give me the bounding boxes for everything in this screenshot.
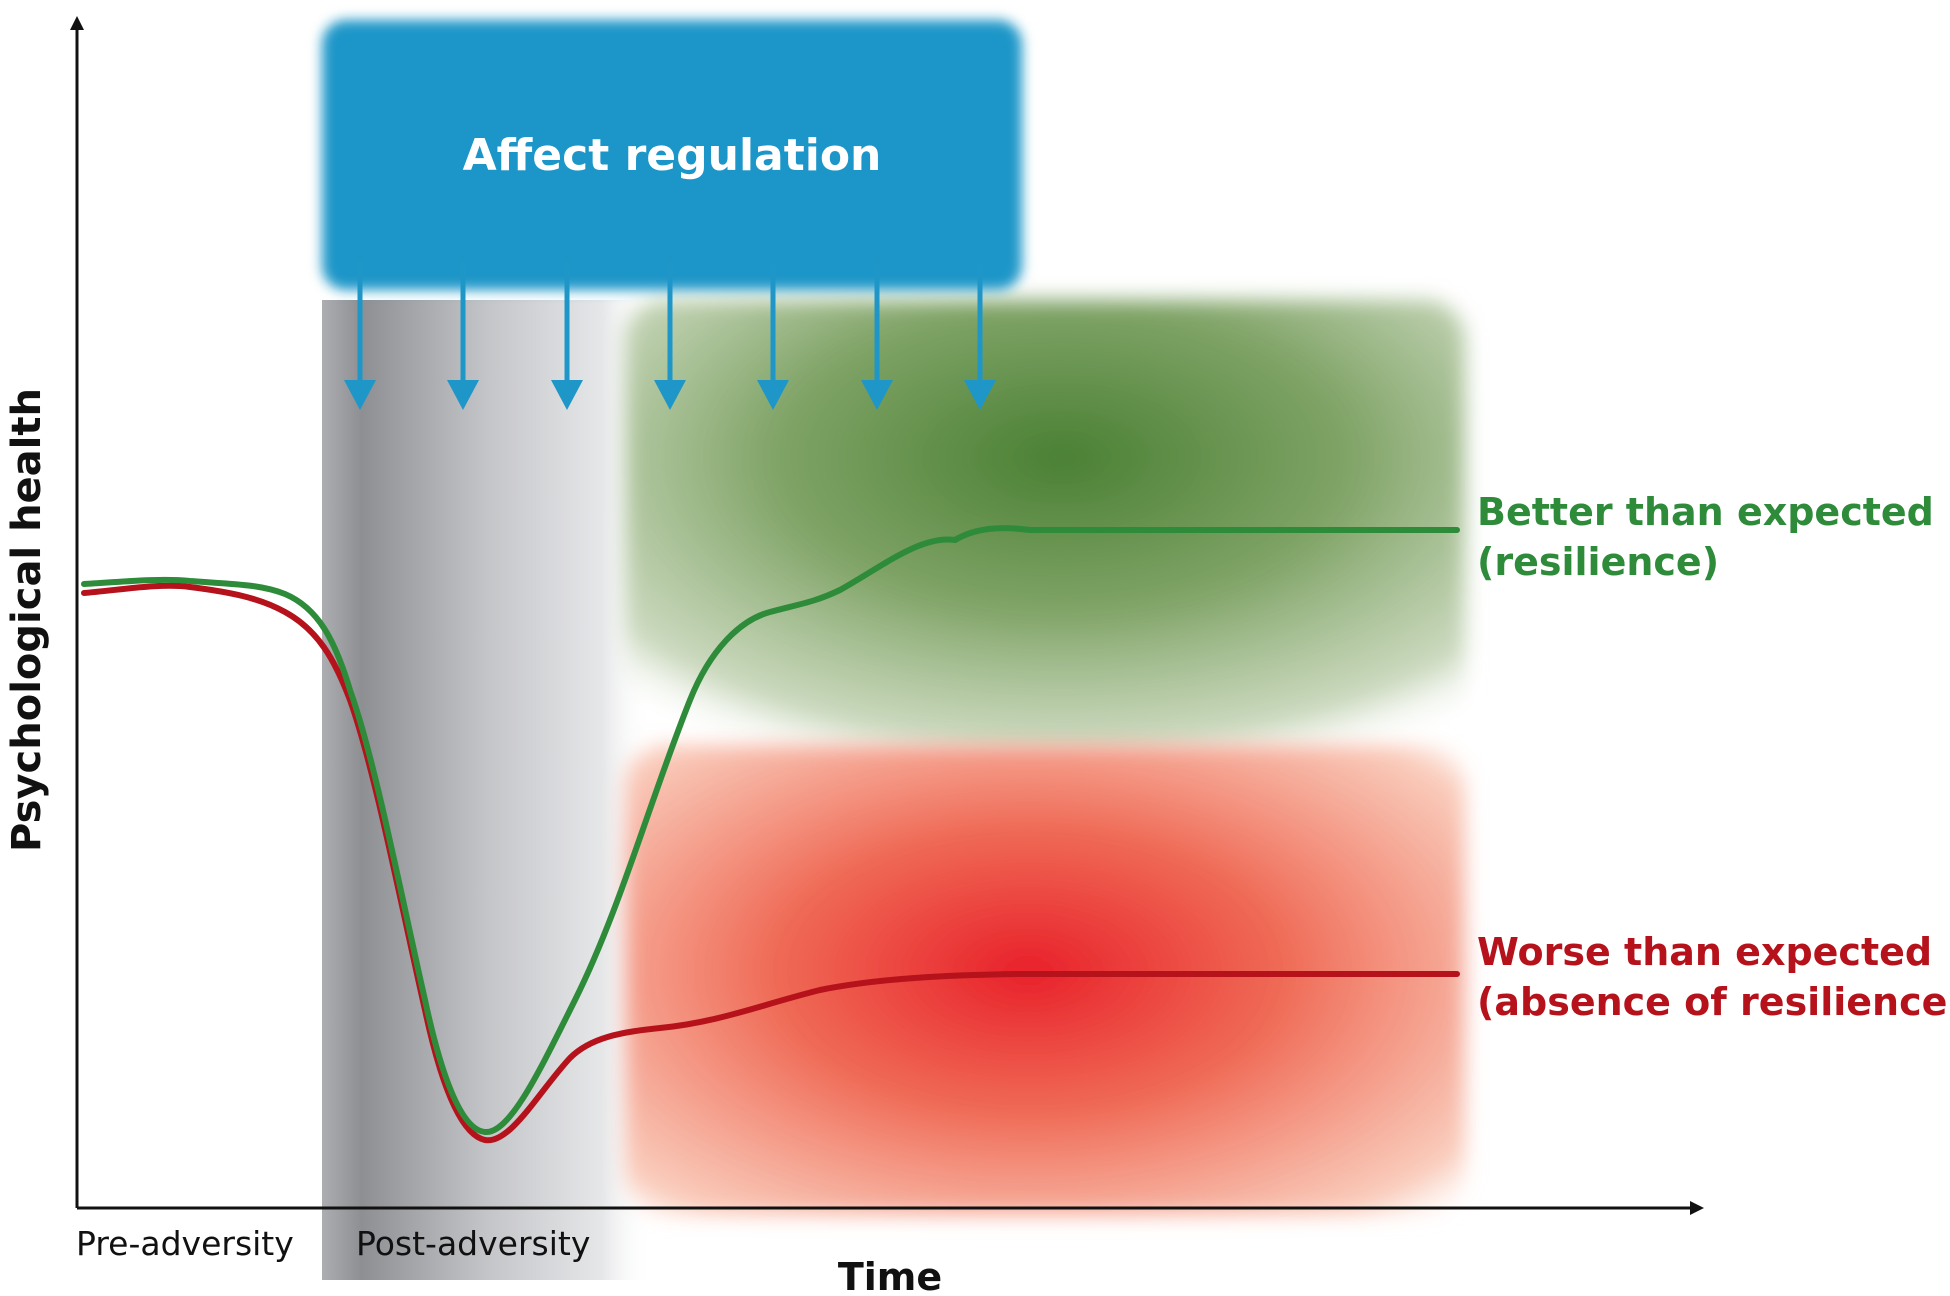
regulation-arrow <box>654 262 686 410</box>
better-outcome-line1: Better than expected <box>1477 490 1934 534</box>
regulation-arrows <box>344 262 996 410</box>
y-axis-label: Psychological health <box>4 388 50 852</box>
regulation-arrow <box>447 262 479 410</box>
worse-trajectory-line <box>81 582 1460 1144</box>
regulation-arrow <box>344 262 376 410</box>
affect-regulation-title: Affect regulation <box>463 130 882 181</box>
worse-outcome-region <box>625 745 1465 1215</box>
regulation-arrow <box>861 262 893 410</box>
better-trajectory-line <box>81 525 1460 1135</box>
better-outcome-line2: (resilience) <box>1477 540 1719 584</box>
regulation-arrow <box>551 262 583 410</box>
post-adversity-label: Post-adversity <box>356 1224 590 1263</box>
affect-regulation-box <box>322 20 1022 290</box>
regulation-arrow <box>757 262 789 410</box>
regulation-arrow <box>964 262 996 410</box>
worse-outcome-label: Worse than expected (absence of resilien… <box>1477 930 1950 1024</box>
worse-outcome-line2: (absence of resilience) <box>1477 980 1950 1024</box>
better-outcome-region <box>625 300 1465 750</box>
better-outcome-label: Better than expected (resilience) <box>1477 490 1934 584</box>
x-axis-label: Time <box>838 1255 942 1296</box>
worse-outcome-line1: Worse than expected <box>1477 930 1932 974</box>
pre-adversity-label: Pre-adversity <box>76 1224 294 1263</box>
